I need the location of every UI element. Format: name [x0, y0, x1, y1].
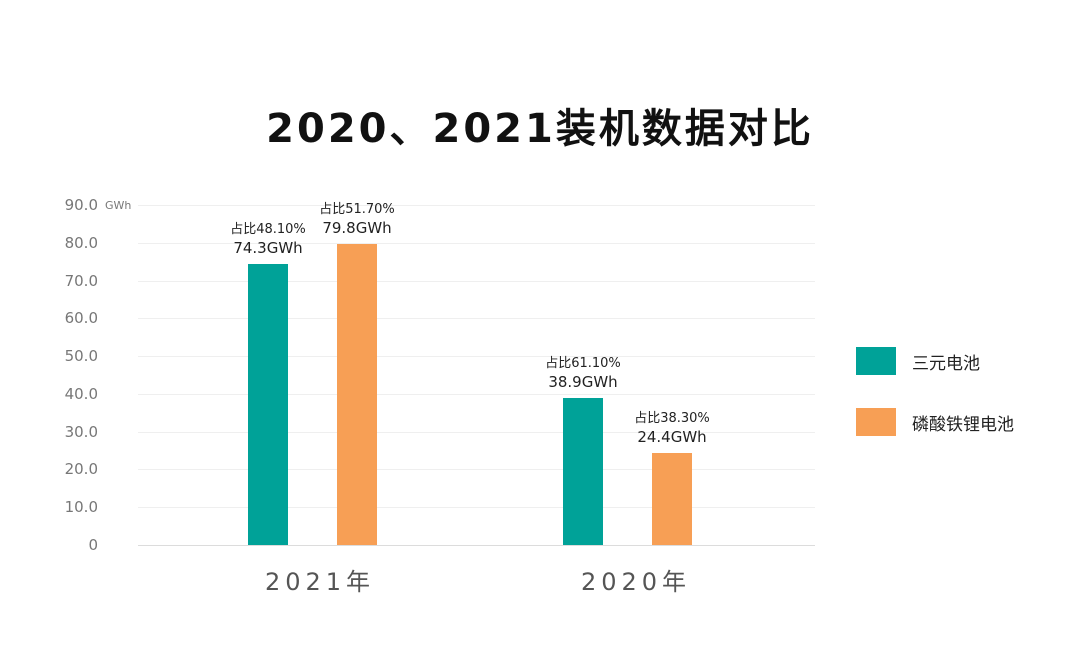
gridline [138, 281, 815, 282]
legend-label: 磷酸铁锂电池 [912, 414, 1014, 435]
y-tick-label: 10.0 [64, 498, 98, 517]
value-label: 24.4GWh [637, 427, 707, 446]
x-category-2020: 2020年 [580, 568, 692, 596]
gridline [138, 318, 815, 319]
y-tick-label: 40.0 [64, 384, 98, 403]
value-label: 79.8GWh [322, 218, 392, 237]
bar-data-label: 占比61.10% 38.9GWh [523, 352, 643, 391]
gridline [138, 507, 815, 508]
bar-ternary[interactable] [563, 398, 603, 545]
y-tick-label: 0 [88, 536, 98, 554]
gridline [138, 469, 815, 470]
y-tick-label: 70.0 [64, 271, 98, 290]
y-tick-label: 20.0 [64, 460, 98, 479]
value-label: 74.3GWh [233, 239, 303, 258]
gridline [138, 356, 815, 357]
gridline [138, 205, 815, 206]
gridline [138, 394, 815, 395]
bar-data-label: 占比48.10% 74.3GWh [208, 218, 328, 257]
bar-ternary[interactable] [248, 264, 288, 545]
legend-item-ternary[interactable]: 三元电池 [856, 347, 980, 375]
bar-data-label: 占比38.30% 24.4GWh [612, 407, 732, 446]
share-label: 占比38.30% [634, 410, 710, 426]
x-axis-baseline [138, 545, 815, 546]
y-tick-label: 50.0 [64, 347, 98, 366]
share-label: 占比48.10% [230, 222, 306, 238]
y-tick-label: 30.0 [64, 422, 98, 441]
gridline [138, 243, 815, 244]
bar-lfp[interactable] [337, 243, 377, 545]
gridline [138, 432, 815, 433]
bar-data-label: 占比51.70% 79.8GWh [297, 198, 417, 237]
legend-item-lfp[interactable]: 磷酸铁锂电池 [856, 408, 1014, 436]
legend-label: 三元电池 [912, 353, 980, 374]
y-tick-label: 90.0 [64, 196, 98, 214]
bar-lfp[interactable] [652, 452, 692, 545]
legend-swatch-lfp [856, 408, 896, 436]
share-label: 占比51.70% [319, 201, 395, 217]
x-category-2021: 2021年 [264, 568, 376, 596]
y-tick-label: 80.0 [64, 233, 98, 252]
y-axis-unit: GWh [105, 199, 132, 212]
chart-title: 2020、2021装机数据对比 [266, 106, 814, 152]
legend-swatch-ternary [856, 347, 896, 375]
value-label: 38.9GWh [548, 373, 618, 392]
share-label: 占比61.10% [545, 356, 621, 372]
y-tick-label: 60.0 [64, 309, 98, 328]
